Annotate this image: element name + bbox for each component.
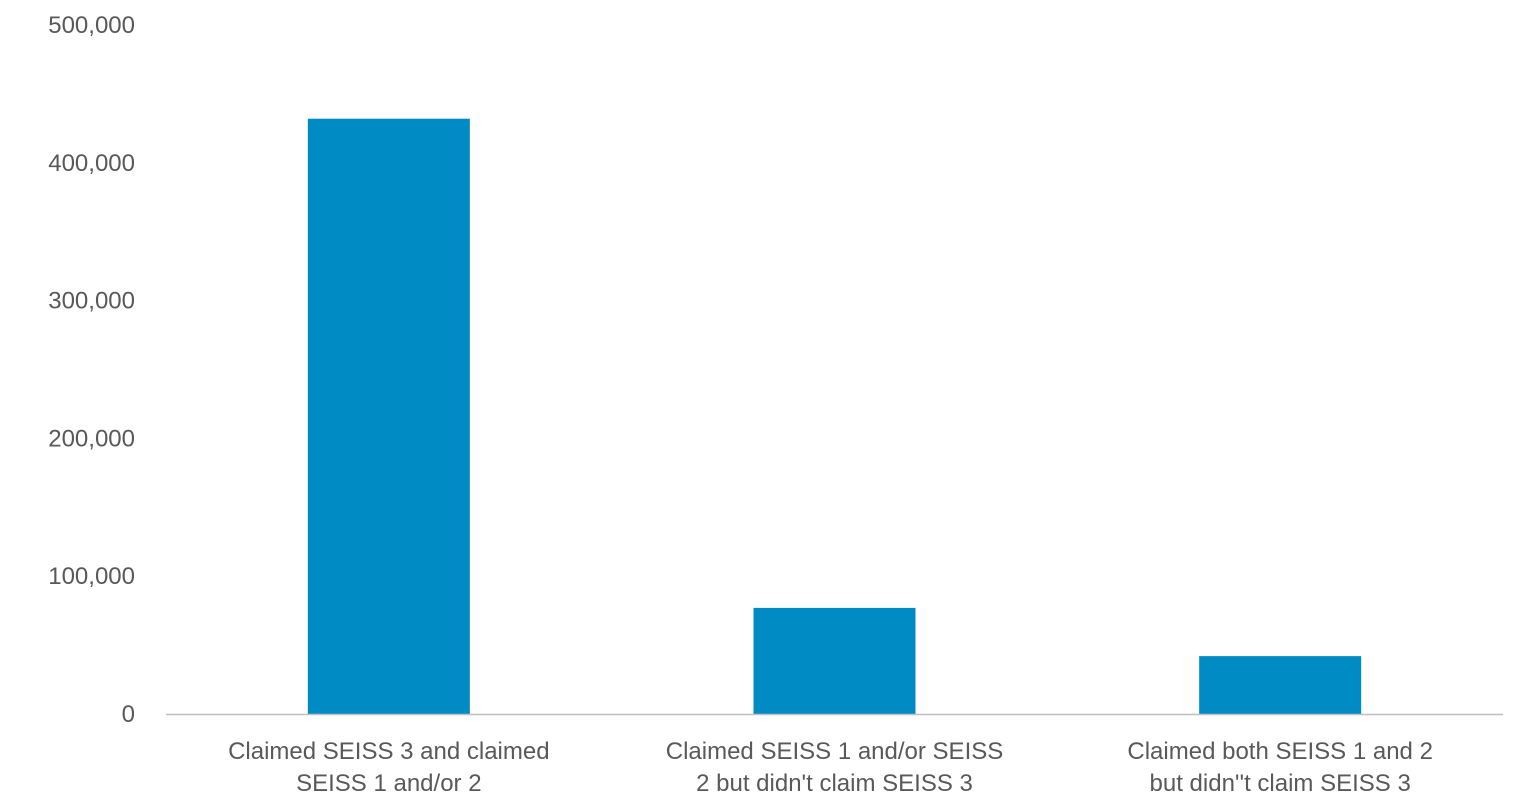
x-category-label: SEISS 1 and/or 2 (296, 770, 481, 797)
bar (1199, 656, 1362, 714)
y-tick-label: 500,000 (48, 12, 135, 39)
y-tick-label: 100,000 (48, 563, 135, 590)
x-category-label: but didn''t claim SEISS 3 (1150, 770, 1411, 797)
y-tick-label: 300,000 (48, 288, 135, 315)
x-category-label: Claimed SEISS 3 and claimed (228, 738, 550, 765)
bar (753, 607, 916, 714)
x-axis-labels: Claimed SEISS 3 and claimed SEISS 1 and/o… (228, 738, 1433, 797)
bar (307, 118, 470, 715)
y-tick-label: 200,000 (48, 425, 135, 452)
y-tick-label: 400,000 (48, 150, 135, 177)
y-axis-ticks: 0 100,000 200,000 300,000 400,000 500,000 (48, 12, 135, 728)
x-category-label: Claimed SEISS 1 and/or SEISS (666, 738, 1004, 765)
bars (307, 118, 1362, 715)
y-tick-label: 0 (122, 701, 135, 728)
x-category-label: Claimed both SEISS 1 and 2 (1127, 738, 1433, 765)
x-category-label: 2 but didn't claim SEISS 3 (696, 770, 973, 797)
